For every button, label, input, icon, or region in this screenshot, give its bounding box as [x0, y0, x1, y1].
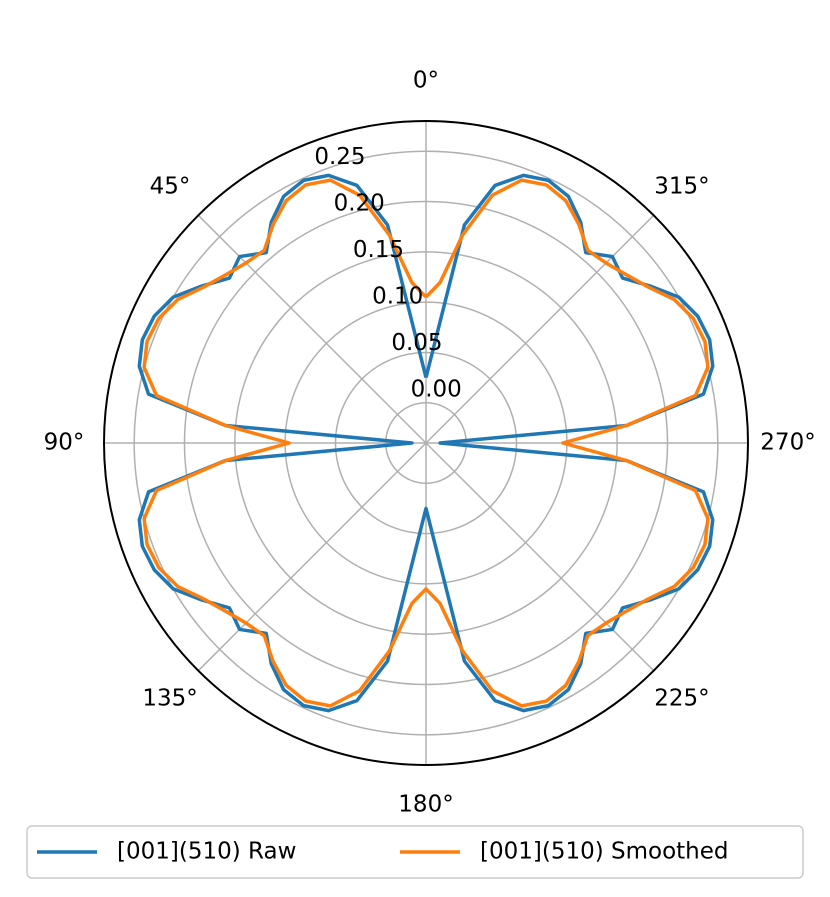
grid-spoke: [197, 442, 427, 672]
r-tick-label: 0.00: [411, 376, 462, 402]
legend-label: [001](510) Smoothed: [480, 839, 729, 865]
r-tick-label: 0.20: [334, 190, 385, 216]
theta-tick-label: 225°: [654, 685, 709, 711]
theta-tick-label: 45°: [150, 174, 191, 200]
theta-tick-label: 90°: [44, 430, 85, 456]
theta-tick-label: 135°: [142, 685, 197, 711]
grid-spoke: [425, 442, 655, 672]
theta-tick-label: 0°: [413, 68, 439, 94]
grid-spoke: [425, 214, 655, 444]
theta-tick-label: 270°: [760, 430, 815, 456]
grid-spoke: [197, 214, 427, 444]
r-tick-label: 0.05: [391, 330, 442, 356]
polar-frame: [103, 120, 749, 766]
theta-tick-label: 315°: [654, 174, 709, 200]
legend-label: [001](510) Raw: [117, 839, 296, 865]
r-tick-label: 0.10: [372, 283, 423, 309]
theta-tick-label: 180°: [398, 792, 453, 818]
r-tick-label: 0.15: [353, 237, 404, 263]
r-tick-label: 0.25: [314, 144, 365, 170]
series-line: [142, 178, 710, 708]
series-line: [137, 173, 715, 713]
